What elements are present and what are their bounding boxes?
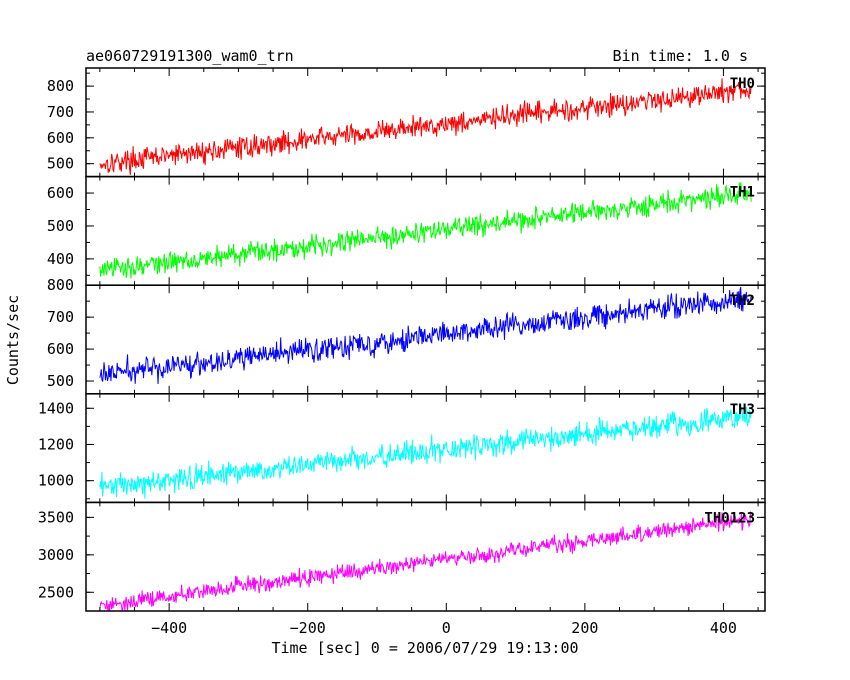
y-tick-label: 700 [47, 308, 74, 326]
y-tick-label: 500 [47, 155, 74, 173]
panel-frame [85, 501, 766, 612]
x-tick-label: 400 [710, 619, 737, 637]
y-tick-label: 400 [47, 250, 74, 268]
y-tick-label: 700 [47, 103, 74, 121]
panel-label-th2: TH2 [730, 293, 755, 309]
y-tick-label: 800 [47, 276, 74, 294]
y-tick-label: 500 [47, 372, 74, 390]
panel-label-th1: TH1 [730, 185, 755, 201]
y-tick-label: 500 [47, 217, 74, 235]
y-tick-label: 1400 [38, 399, 74, 417]
series-line-th3 [99, 405, 752, 499]
y-tick-label: 3000 [38, 546, 74, 564]
x-tick-label: 0 [442, 619, 451, 637]
y-tick-label: 600 [47, 340, 74, 358]
x-tick-label: 200 [571, 619, 598, 637]
y-tick-label: 600 [47, 129, 74, 147]
y-tick-label: 2500 [38, 583, 74, 601]
y-tick-label: 600 [47, 184, 74, 202]
panel-label-th3: TH3 [730, 402, 755, 418]
panel-th3: 1000 1200 1400 TH3 [38, 393, 766, 504]
panel-label-th0123: TH0123 [704, 510, 755, 526]
panel-label-th0: TH0 [730, 76, 755, 92]
x-axis-title: Time [sec] 0 = 2006/07/29 19:13:00 [271, 639, 578, 657]
series-line-th2 [99, 286, 752, 385]
series-line-th1 [99, 182, 752, 279]
bin-time-label: Bin time: 1.0 s [613, 47, 748, 65]
panels-group: 500 600 700 800 TH0 400 500 600 TH1 500 600 700 800 T… [38, 67, 766, 612]
x-tick-label: −200 [290, 619, 326, 637]
series-line-th0123 [99, 511, 752, 612]
panel-th0: 500 600 700 800 TH0 [47, 67, 766, 178]
panel-th0123: 2500 3000 3500 TH0123 [38, 501, 766, 612]
panel-th1: 400 500 600 TH1 [47, 175, 766, 286]
y-axis-title: Counts/sec [4, 295, 22, 385]
y-tick-label: 1000 [38, 472, 74, 490]
x-tick-label: −400 [151, 619, 187, 637]
y-tick-label: 800 [47, 77, 74, 95]
y-tick-label: 1200 [38, 435, 74, 453]
panel-th2: 500 600 700 800 TH2 [47, 276, 766, 395]
x-axis-labels: −400 −200 0 200 400 [151, 619, 737, 637]
figure-title: ae060729191300_wam0_trn [86, 47, 294, 65]
series-line-th0 [99, 78, 752, 176]
y-tick-label: 3500 [38, 508, 74, 526]
panel-frame [85, 393, 766, 504]
